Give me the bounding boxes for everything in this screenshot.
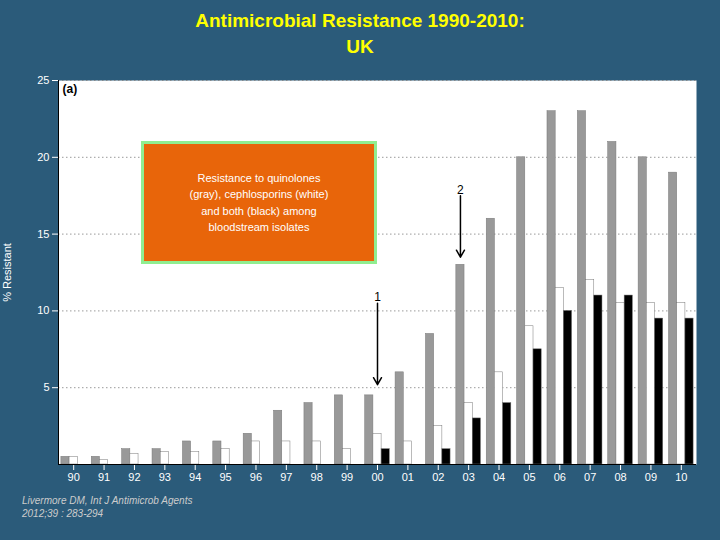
svg-text:90: 90	[68, 471, 80, 483]
svg-text:08: 08	[614, 471, 626, 483]
svg-text:00: 00	[371, 471, 383, 483]
svg-text:(a): (a)	[63, 82, 78, 96]
svg-text:01: 01	[402, 471, 414, 483]
svg-text:2: 2	[457, 183, 464, 197]
svg-text:96: 96	[250, 471, 262, 483]
svg-text:20: 20	[37, 151, 49, 163]
svg-text:91: 91	[98, 471, 110, 483]
svg-text:25: 25	[37, 74, 49, 86]
svg-text:05: 05	[523, 471, 535, 483]
svg-text:% Resistant: % Resistant	[1, 243, 13, 302]
svg-text:93: 93	[159, 471, 171, 483]
svg-text:02: 02	[432, 471, 444, 483]
svg-text:09: 09	[645, 471, 657, 483]
svg-text:95: 95	[219, 471, 231, 483]
svg-text:92: 92	[128, 471, 140, 483]
html-text:UK: UK	[346, 36, 374, 57]
svg-text:10: 10	[675, 471, 687, 483]
html-text:Antimicrobial Resistance 1990-: Antimicrobial Resistance 1990-2010:	[195, 10, 525, 31]
svg-text:04: 04	[493, 471, 505, 483]
svg-text:99: 99	[341, 471, 353, 483]
svg-text:98: 98	[311, 471, 323, 483]
svg-text:07: 07	[584, 471, 596, 483]
svg-text:97: 97	[280, 471, 292, 483]
svg-text:5: 5	[43, 381, 49, 393]
svg-text:06: 06	[554, 471, 566, 483]
svg-text:15: 15	[37, 228, 49, 240]
svg-text:1: 1	[374, 290, 381, 304]
svg-text:94: 94	[189, 471, 201, 483]
html-text:Resistance to quinolones (gray: Resistance to quinolones (gray), cephlos…	[189, 171, 329, 234]
svg-text:03: 03	[463, 471, 475, 483]
svg-text:10: 10	[37, 304, 49, 316]
html-text:Livermore DM, Int J Antimicrob: Livermore DM, Int J Antimicrob Agents 20…	[22, 495, 193, 519]
